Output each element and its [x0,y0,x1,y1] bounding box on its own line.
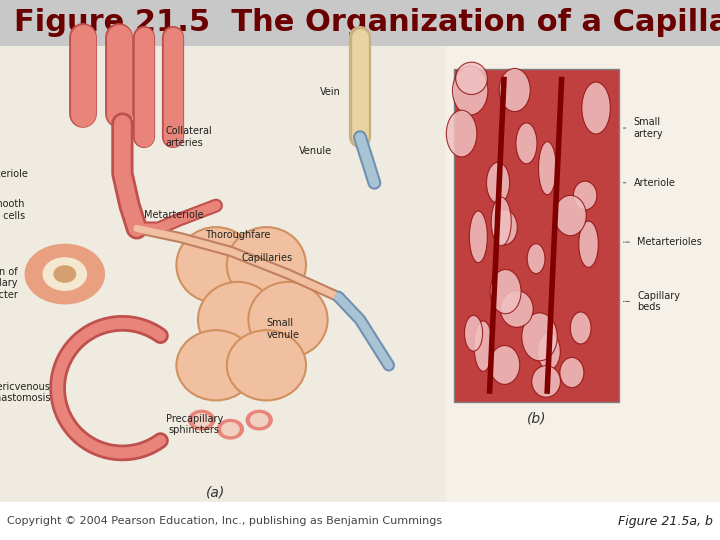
Text: Small
artery: Small artery [634,117,663,139]
Text: Small
venule: Small venule [266,318,300,340]
FancyBboxPatch shape [0,0,720,46]
Text: Precapillary
sphincters: Precapillary sphincters [166,414,223,435]
Text: Figure 21.5a, b: Figure 21.5a, b [618,515,713,528]
Circle shape [25,244,104,303]
Circle shape [189,410,215,430]
Circle shape [246,410,272,430]
Ellipse shape [469,211,487,262]
FancyBboxPatch shape [0,502,720,540]
Ellipse shape [522,313,557,361]
Ellipse shape [499,69,530,112]
Text: (a): (a) [207,485,225,500]
Text: Capillaries: Capillaries [241,253,292,263]
Ellipse shape [539,141,556,195]
Circle shape [43,258,86,291]
Ellipse shape [500,291,534,327]
Ellipse shape [452,66,488,115]
Ellipse shape [490,269,521,314]
Text: Venule: Venule [299,146,332,156]
Text: Metarteriole: Metarteriole [144,210,204,220]
Ellipse shape [446,110,477,157]
FancyBboxPatch shape [0,46,720,502]
Text: Artericvenous
anastomosis: Artericvenous anastomosis [0,382,50,403]
Text: Arteriole: Arteriole [634,178,675,188]
FancyBboxPatch shape [454,69,619,402]
Ellipse shape [176,330,256,401]
FancyBboxPatch shape [0,46,446,502]
Ellipse shape [198,282,277,357]
Text: Smooth
muscle cells: Smooth muscle cells [0,199,25,221]
Text: Thoroughfare: Thoroughfare [205,230,271,240]
Ellipse shape [538,333,560,370]
Circle shape [54,266,76,282]
Ellipse shape [464,315,482,351]
Text: Vein: Vein [320,86,341,97]
Text: Collateral
arteries: Collateral arteries [166,126,212,148]
Text: Capillary
beds: Capillary beds [637,291,680,312]
Ellipse shape [527,244,545,274]
Text: (b): (b) [526,411,546,426]
Ellipse shape [176,227,256,303]
Ellipse shape [227,227,306,303]
Ellipse shape [579,221,598,267]
Circle shape [193,414,210,427]
Ellipse shape [492,210,517,245]
Ellipse shape [532,366,560,397]
Ellipse shape [554,195,586,235]
Ellipse shape [582,82,611,134]
Ellipse shape [474,321,492,372]
Ellipse shape [491,197,511,246]
Text: Section of
procapillary
sphincter: Section of procapillary sphincter [0,267,18,300]
Circle shape [217,420,243,439]
Ellipse shape [573,181,597,210]
Ellipse shape [490,346,520,384]
Ellipse shape [560,357,584,388]
Ellipse shape [570,312,591,344]
Circle shape [222,423,239,436]
Ellipse shape [248,282,328,357]
Ellipse shape [487,163,510,204]
Ellipse shape [227,330,306,401]
Text: Arteriole: Arteriole [0,168,29,179]
Circle shape [251,414,268,427]
Text: Figure 21.5  The Organization of a Capillary Bed: Figure 21.5 The Organization of a Capill… [14,9,720,37]
Ellipse shape [456,62,487,94]
Text: Metarterioles: Metarterioles [637,237,702,247]
Text: Copyright © 2004 Pearson Education, Inc., publishing as Benjamin Cummings: Copyright © 2004 Pearson Education, Inc.… [7,516,442,526]
Ellipse shape [516,123,537,164]
